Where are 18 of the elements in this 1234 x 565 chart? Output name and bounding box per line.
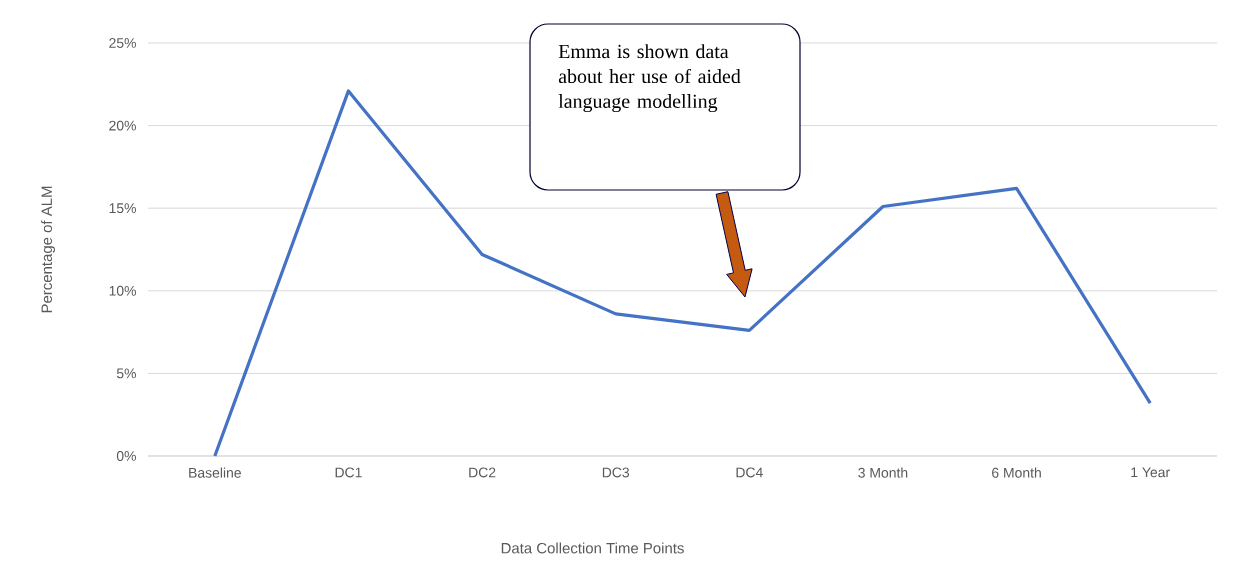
x-tick-label: 6 Month bbox=[992, 467, 1041, 478]
y-tick-label: 0% bbox=[116, 451, 136, 461]
x-tick-label: DC3 bbox=[602, 467, 630, 478]
line-series bbox=[213, 89, 1152, 458]
y-tick-label: 5% bbox=[116, 368, 136, 379]
x-tick-label: 1 Year bbox=[1131, 467, 1170, 478]
y-tick-label: 10% bbox=[109, 285, 136, 296]
y-tick-label: 15% bbox=[109, 203, 136, 214]
x-tick-label: DC1 bbox=[335, 467, 362, 478]
x-axis-title: Data Collection Time Points bbox=[501, 542, 684, 554]
x-tick-label: DC2 bbox=[469, 467, 496, 478]
x-tick-label: Baseline bbox=[189, 467, 241, 478]
x-tick-label: DC4 bbox=[736, 467, 763, 478]
y-tick-label: 25% bbox=[109, 38, 136, 48]
x-tick-label: 3 Month bbox=[858, 467, 908, 478]
y-tick-label: 20% bbox=[109, 120, 136, 131]
y-axis-title: Percentage of ALM bbox=[41, 186, 55, 313]
annotation: Emma is shown data about her use of aided language modelling bbox=[558, 44, 741, 113]
